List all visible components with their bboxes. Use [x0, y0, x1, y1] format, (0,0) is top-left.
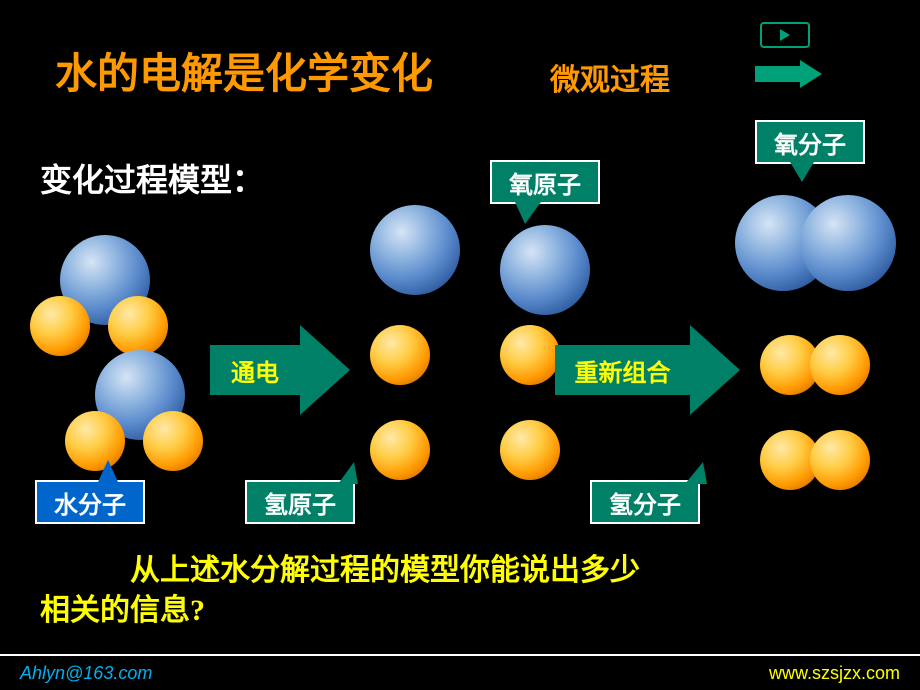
- hydrogen-sphere: [30, 296, 90, 356]
- oxygen-sphere: [500, 225, 590, 315]
- main-title: 水的电解是化学变化: [55, 40, 433, 101]
- play-triangle-icon: [780, 29, 790, 41]
- hydrogen-sphere: [370, 325, 430, 385]
- hydrogen-sphere: [810, 335, 870, 395]
- footer-email: Ahlyn@163.com: [20, 663, 152, 684]
- callout-tail-icon: [685, 462, 707, 484]
- arrow-electrify: 通电: [210, 325, 350, 415]
- arrow-head-icon: [690, 325, 740, 415]
- question-line1: 从上述水分解过程的模型你能说出多少: [130, 545, 640, 589]
- arrow-label: 通电: [210, 345, 300, 395]
- callout-tail-icon: [790, 162, 814, 182]
- micro-process-arrow-icon: [755, 60, 822, 88]
- footer: Ahlyn@163.com www.szsjzx.com: [0, 654, 920, 690]
- callout-oxygen-molecule: 氧分子: [755, 120, 865, 164]
- arrow-label: 重新组合: [555, 345, 690, 395]
- arrow-head-icon: [300, 325, 350, 415]
- callout-label: 氢原子: [264, 485, 336, 520]
- callout-water-molecule: 水分子: [35, 480, 145, 524]
- callout-tail-icon: [515, 202, 541, 224]
- callout-oxygen-atom: 氧原子: [490, 160, 600, 204]
- hydrogen-sphere: [143, 411, 203, 471]
- sub-title: 微观过程: [550, 55, 670, 99]
- callout-tail-icon: [98, 460, 118, 482]
- oxygen-sphere: [370, 205, 460, 295]
- hydrogen-sphere: [810, 430, 870, 490]
- model-subtitle: 变化过程模型：: [40, 155, 264, 201]
- footer-url: www.szsjzx.com: [769, 663, 900, 684]
- callout-label: 氧原子: [509, 165, 581, 200]
- question-line2: 相关的信息?: [40, 585, 205, 629]
- callout-label: 水分子: [54, 485, 126, 520]
- hydrogen-sphere: [500, 420, 560, 480]
- callout-label: 氧分子: [774, 125, 846, 160]
- hydrogen-sphere: [108, 296, 168, 356]
- callout-tail-icon: [338, 462, 358, 484]
- callout-label: 氢分子: [609, 485, 681, 520]
- hydrogen-sphere: [370, 420, 430, 480]
- oxygen-sphere: [800, 195, 896, 291]
- arrow-recombine: 重新组合: [555, 325, 740, 415]
- hydrogen-sphere: [500, 325, 560, 385]
- video-icon[interactable]: [760, 22, 810, 48]
- callout-hydrogen-molecule: 氢分子: [590, 480, 700, 524]
- callout-hydrogen-atom: 氢原子: [245, 480, 355, 524]
